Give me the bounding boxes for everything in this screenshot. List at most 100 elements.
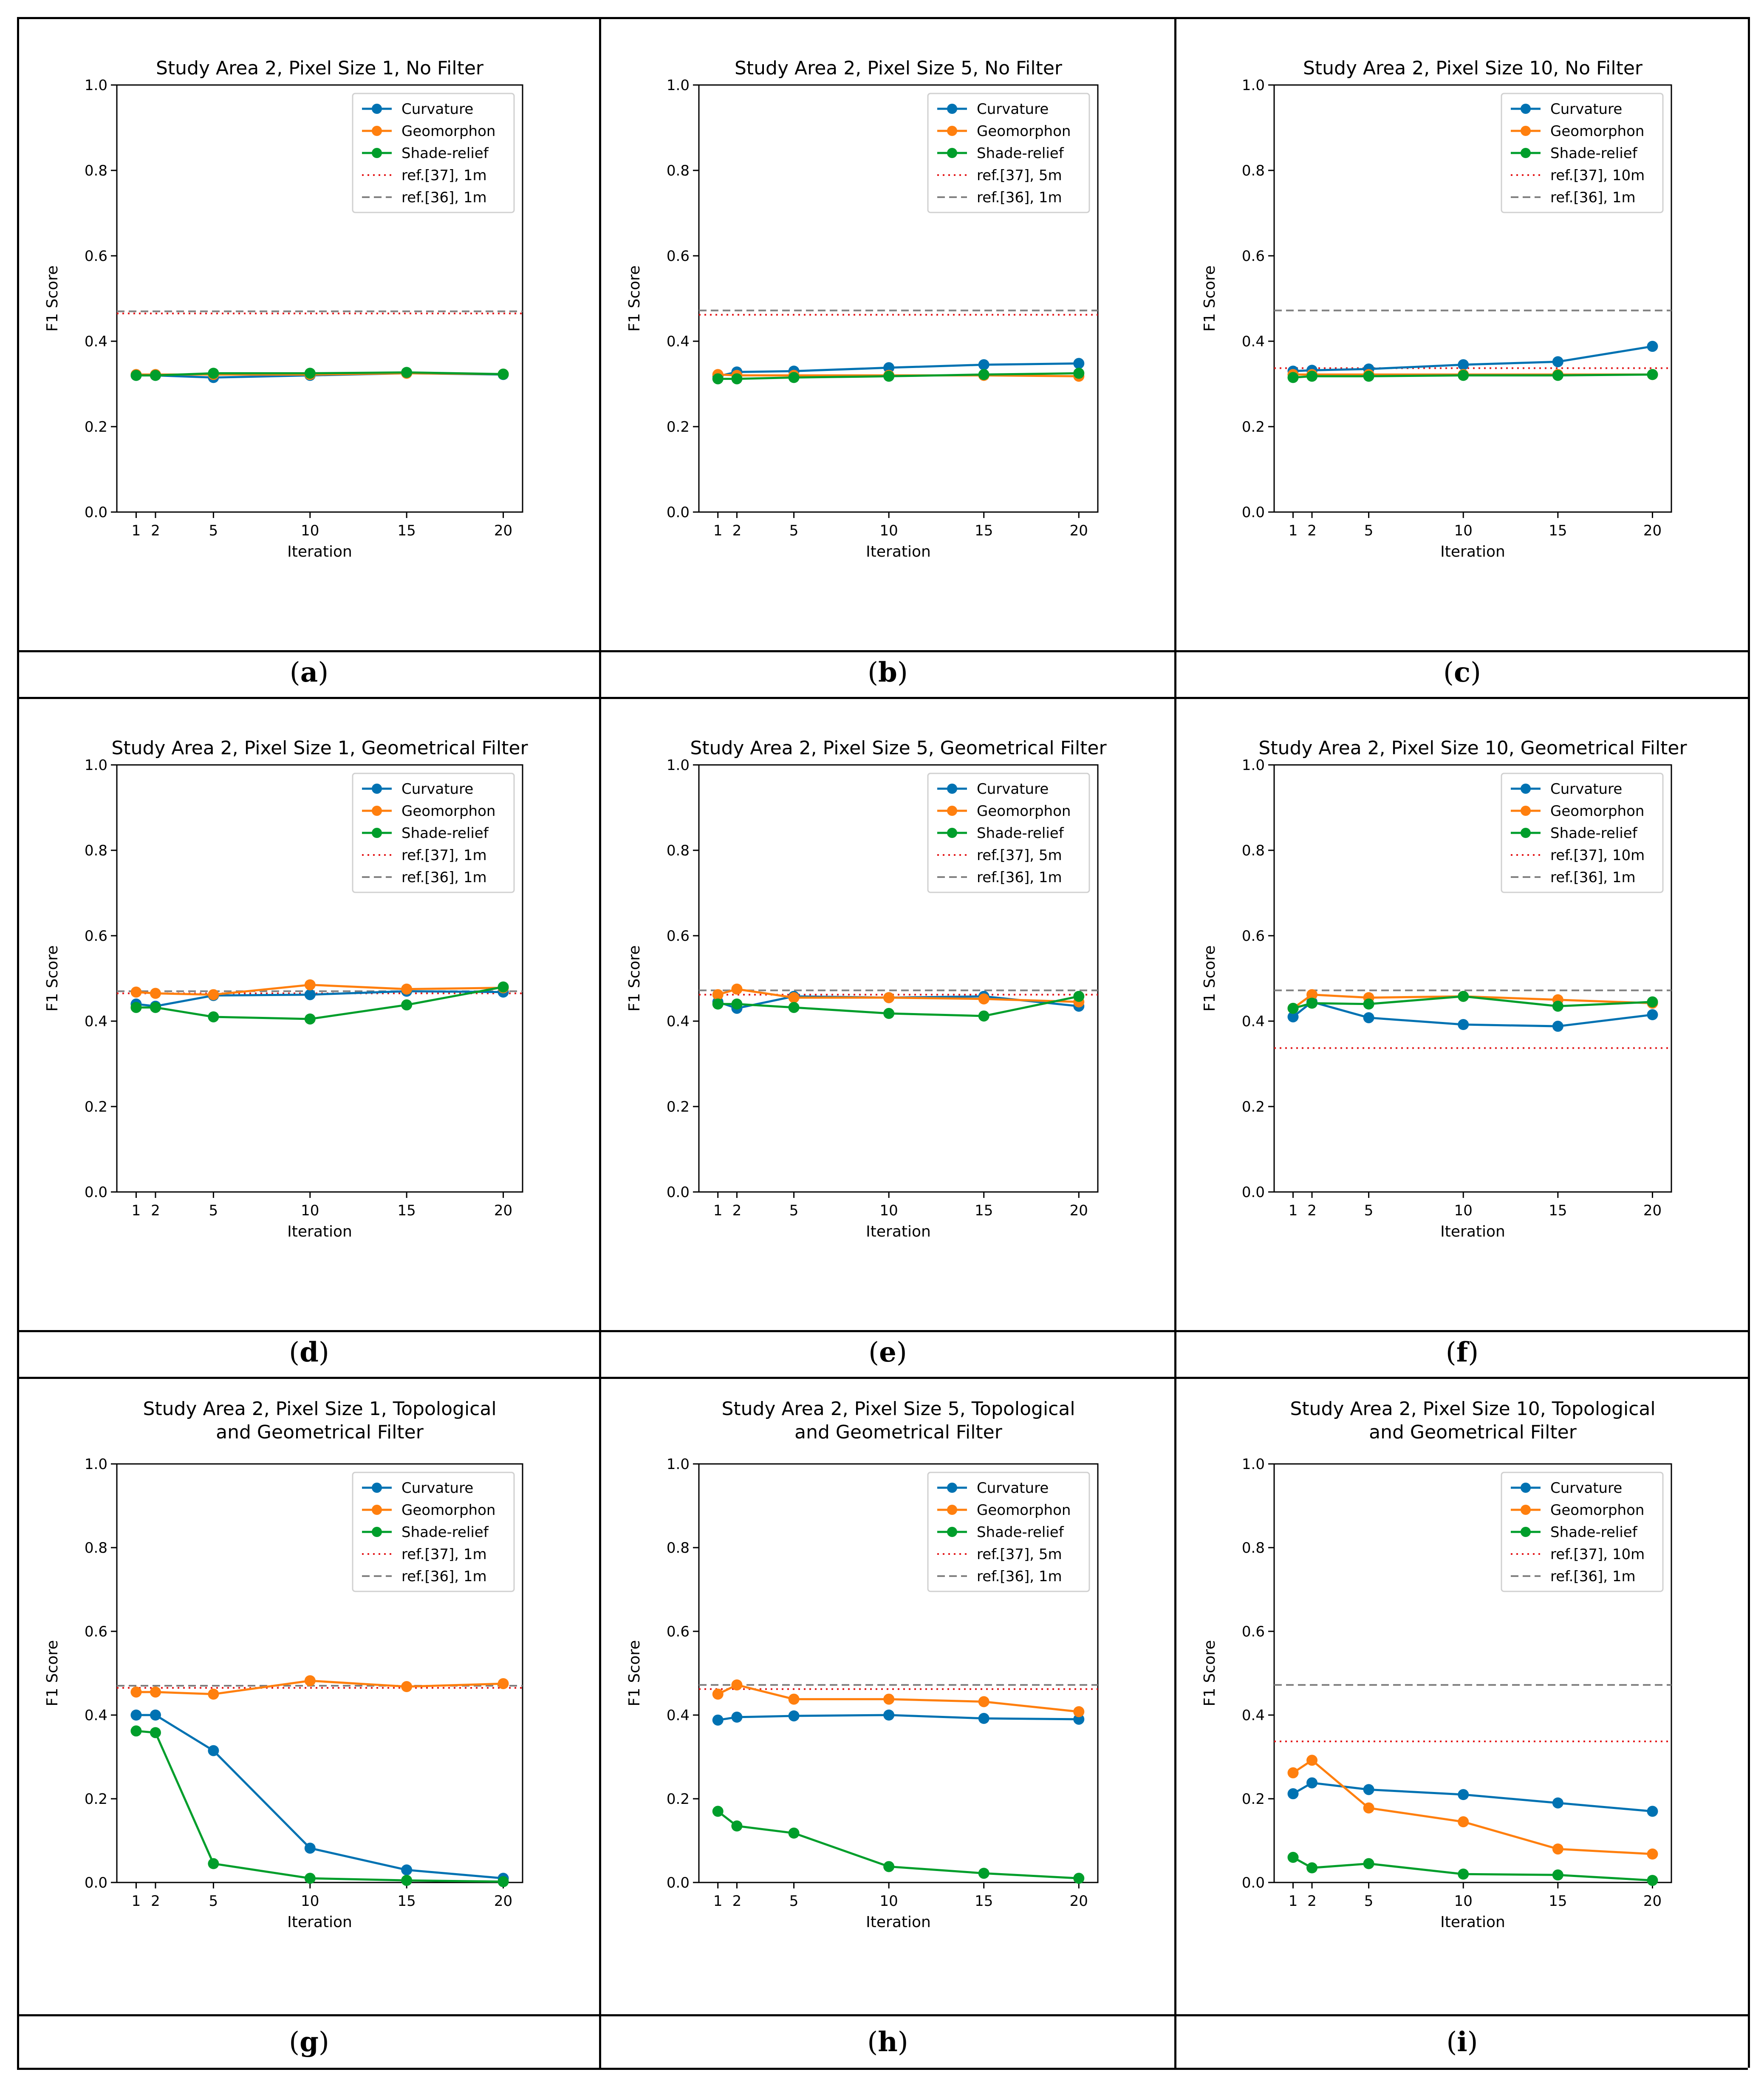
chart-svg-e: Study Area 2, Pixel Size 5, Geometrical … xyxy=(626,737,1107,1240)
data-point-shade_relief xyxy=(130,1725,142,1737)
legend-label: ref.[36], 1m xyxy=(401,1568,487,1585)
data-point-geomorphon xyxy=(130,986,142,998)
y-tick-label: 0.0 xyxy=(1242,504,1265,521)
series-line-shade_relief xyxy=(136,1730,503,1883)
plot-panel-h: Study Area 2, Pixel Size 5, Topological a… xyxy=(601,1379,1174,2014)
panel-caption-c: (c) xyxy=(1443,657,1481,688)
y-tick-label: 1.0 xyxy=(667,757,690,774)
data-point-shade_relief xyxy=(788,1827,800,1839)
x-tick-label: 10 xyxy=(880,1202,898,1219)
y-tick-label: 0.4 xyxy=(85,1013,107,1030)
x-tick-label: 10 xyxy=(880,522,898,539)
x-tick-label: 15 xyxy=(1549,1202,1567,1219)
x-tick-label: 5 xyxy=(209,1202,218,1219)
y-tick-label: 0.4 xyxy=(85,333,107,350)
data-point-curvature xyxy=(130,1710,142,1721)
y-tick-label: 0.8 xyxy=(1242,1540,1265,1557)
legend-label: Geomorphon xyxy=(977,803,1071,820)
chart-title: Study Area 2, Pixel Size 5, Geometrical … xyxy=(690,737,1107,759)
x-tick-label: 2 xyxy=(1307,1202,1317,1219)
data-point-geomorphon xyxy=(130,1686,142,1698)
x-tick-label: 5 xyxy=(789,1893,799,1910)
x-tick-label: 1 xyxy=(1289,522,1298,539)
data-point-shade_relief xyxy=(731,998,743,1010)
data-point-curvature xyxy=(1552,1021,1563,1032)
legend-label: Geomorphon xyxy=(1550,1502,1644,1519)
panel-letter: i xyxy=(1457,2026,1467,2058)
plot-panel-a: Study Area 2, Pixel Size 1, No Filter 0.0… xyxy=(19,19,599,650)
y-tick-label: 0.2 xyxy=(1242,419,1265,436)
x-tick-label: 2 xyxy=(1307,1893,1317,1910)
x-tick-label: 10 xyxy=(1454,1202,1473,1219)
data-point-geomorphon xyxy=(1363,1802,1374,1814)
x-axis-label: Iteration xyxy=(1440,543,1505,560)
plot-panel-d: Study Area 2, Pixel Size 1, Geometrical … xyxy=(19,699,599,1330)
x-tick-label: 2 xyxy=(732,522,742,539)
legend-label: Shade-relief xyxy=(1550,145,1638,162)
x-axis-label: Iteration xyxy=(287,1223,352,1240)
y-tick-label: 0.6 xyxy=(1242,248,1265,265)
x-tick-label: 10 xyxy=(880,1893,898,1910)
legend-label: Geomorphon xyxy=(401,1502,495,1519)
data-point-geomorphon xyxy=(1458,1816,1469,1828)
legend-label: ref.[36], 1m xyxy=(977,189,1062,206)
legend-label: Shade-relief xyxy=(401,825,489,842)
legend-label: Curvature xyxy=(401,101,473,118)
legend-label: ref.[37], 10m xyxy=(1550,167,1645,184)
data-point-curvature xyxy=(788,1710,800,1721)
axes-frame xyxy=(698,84,1099,513)
data-point-shade_relief xyxy=(1458,1868,1469,1880)
x-tick-label: 1 xyxy=(713,1893,723,1910)
data-point-geomorphon xyxy=(304,979,316,991)
figure-frame-line xyxy=(17,1330,1748,1332)
data-point-shade_relief xyxy=(1073,368,1085,379)
legend-marker-geomorphon xyxy=(372,126,382,136)
chart-title: Study Area 2, Pixel Size 10, No Filter xyxy=(1303,57,1643,79)
legend-label: Geomorphon xyxy=(1550,803,1644,820)
plot-panel-g: Study Area 2, Pixel Size 1, Topological a… xyxy=(19,1379,599,2014)
y-tick-label: 0.4 xyxy=(667,333,690,350)
data-point-curvature xyxy=(208,1745,219,1756)
data-point-curvature xyxy=(978,1713,989,1724)
y-tick-label: 0.6 xyxy=(1242,1623,1265,1640)
data-point-geomorphon xyxy=(883,992,895,1003)
y-tick-label: 0.0 xyxy=(85,1184,107,1201)
series-line-geomorphon xyxy=(136,984,503,996)
chart-title: Study Area 2, Pixel Size 10, Topological xyxy=(1290,1398,1655,1420)
data-point-shade_relief xyxy=(1458,991,1469,1002)
data-point-curvature xyxy=(1287,1011,1299,1022)
data-point-curvature xyxy=(1287,1788,1299,1800)
axes-frame xyxy=(698,1463,1099,1883)
y-tick-label: 1.0 xyxy=(85,757,107,774)
x-axis-label: Iteration xyxy=(866,1223,931,1240)
x-tick-label: 10 xyxy=(1454,522,1473,539)
legend-label: ref.[36], 1m xyxy=(1550,869,1636,886)
data-point-curvature xyxy=(1552,1797,1563,1809)
data-point-geomorphon xyxy=(1552,1843,1563,1855)
y-axis-label: F1 Score xyxy=(1201,266,1218,332)
y-tick-label: 0.4 xyxy=(667,1707,690,1724)
x-tick-label: 1 xyxy=(1289,1202,1298,1219)
legend-marker-geomorphon xyxy=(372,1505,382,1515)
y-tick-label: 0.8 xyxy=(85,842,107,859)
data-point-shade_relief xyxy=(498,1876,509,1888)
chart-title: Study Area 2, Pixel Size 5, No Filter xyxy=(735,57,1063,79)
data-point-shade_relief xyxy=(1306,997,1318,1009)
x-tick-label: 10 xyxy=(301,1893,319,1910)
legend-label: Shade-relief xyxy=(977,145,1064,162)
data-point-geomorphon xyxy=(1647,1848,1658,1860)
data-point-shade_relief xyxy=(978,1010,989,1022)
legend-label: Curvature xyxy=(1550,1480,1622,1497)
x-tick-label: 10 xyxy=(301,522,319,539)
legend-marker-geomorphon xyxy=(372,806,382,816)
x-tick-label: 5 xyxy=(789,1202,799,1219)
legend-marker-shade_relief xyxy=(1521,148,1531,158)
chart-svg-i: Study Area 2, Pixel Size 10, Topological… xyxy=(1201,1398,1672,1931)
y-tick-label: 0.8 xyxy=(85,1540,107,1557)
legend-label: Shade-relief xyxy=(401,1524,489,1541)
data-point-shade_relief xyxy=(1363,371,1374,382)
y-tick-label: 0.4 xyxy=(1242,333,1265,350)
series-line-curvature xyxy=(718,1714,1079,1721)
legend-label: ref.[36], 1m xyxy=(1550,189,1636,206)
